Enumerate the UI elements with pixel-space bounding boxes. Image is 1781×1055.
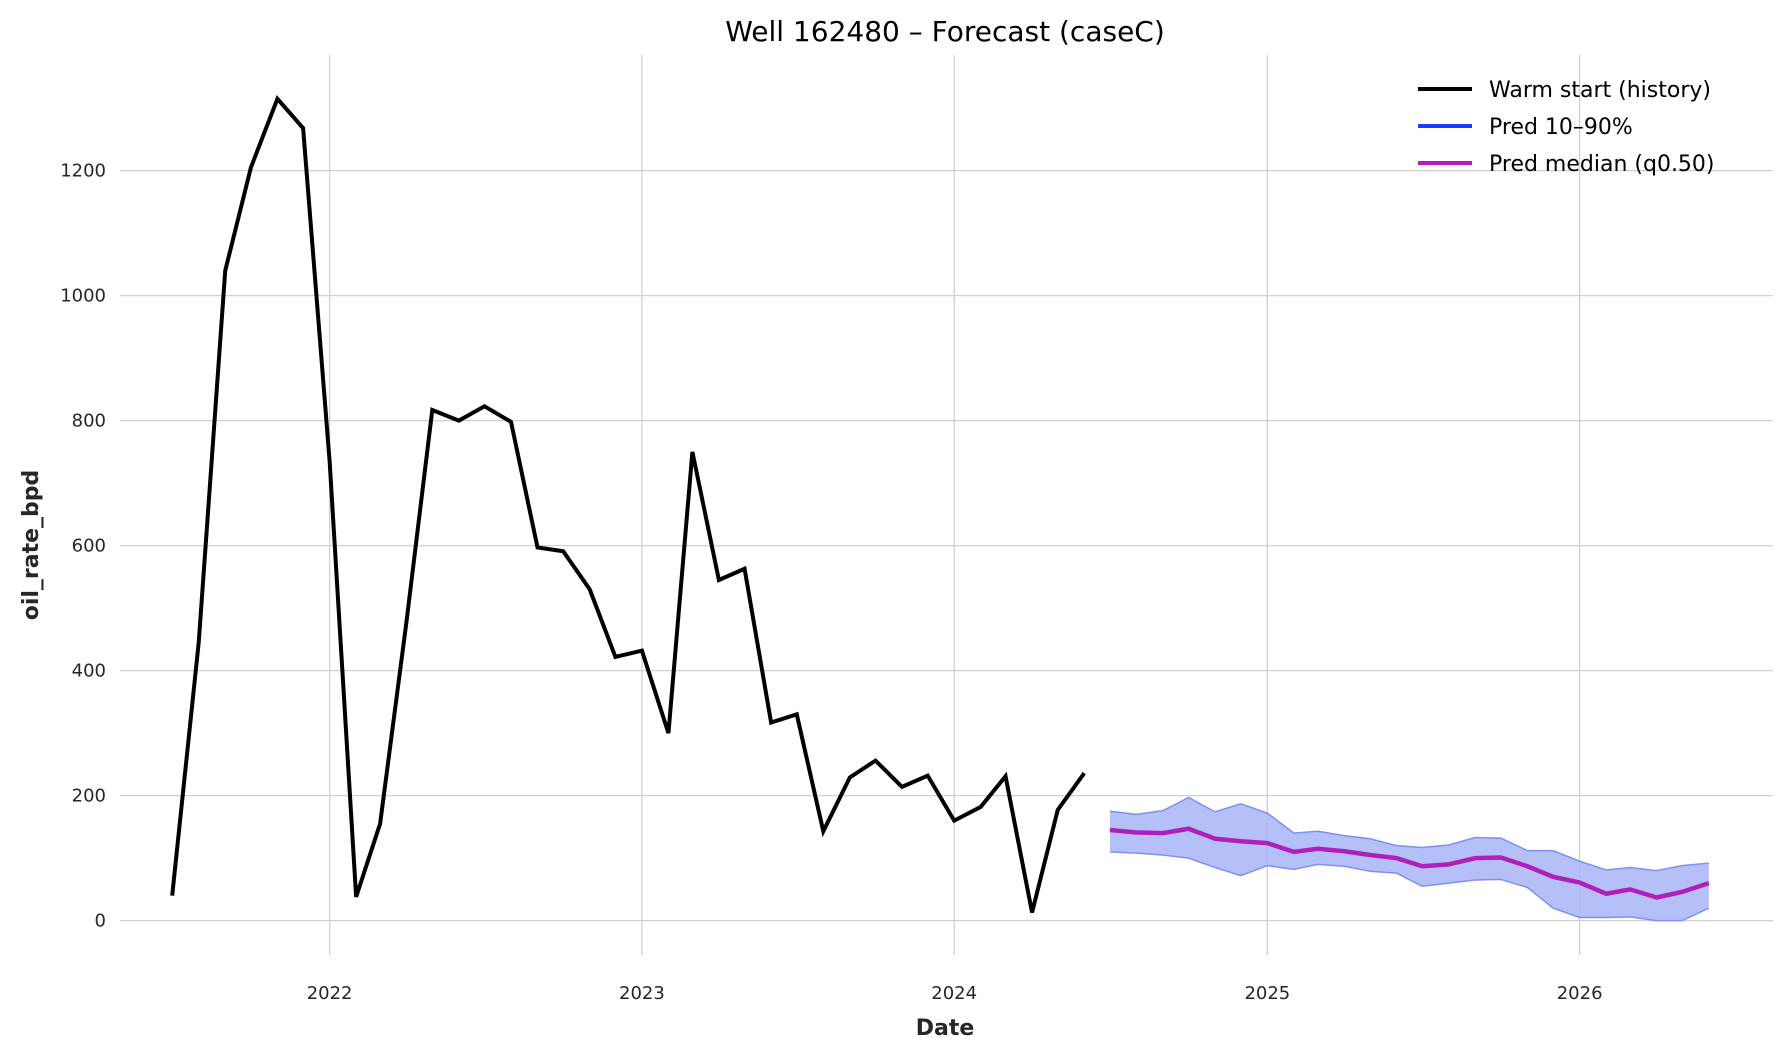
legend: Warm start (history) Pred 10–90% Pred medi…: [1418, 78, 1715, 177]
legend-label: Pred 10–90%: [1489, 115, 1633, 140]
y-tick-label: 600: [72, 536, 106, 557]
y-axis-label: oil_rate_bpd: [19, 470, 44, 621]
y-tick-label: 1200: [60, 161, 106, 182]
x-tick-label: 2026: [1557, 983, 1603, 1004]
y-axis-ticks: 0 200 400 600 800 1000 1200: [60, 161, 106, 932]
legend-label: Warm start (history): [1489, 78, 1711, 103]
legend-label: Pred median (q0.50): [1489, 152, 1715, 177]
prediction-band-area: [1109, 797, 1709, 921]
x-axis-label: Date: [916, 1016, 975, 1041]
plot-area: [170, 94, 1710, 922]
y-tick-label: 0: [95, 911, 106, 932]
prediction-band-upper-line: [1109, 796, 1709, 872]
x-tick-label: 2024: [931, 983, 977, 1004]
history-line: [170, 94, 1086, 913]
chart-title: Well 162480 – Forecast (caseC): [725, 15, 1165, 48]
prediction-band-lower-line: [1109, 851, 1710, 922]
x-tick-label: 2025: [1244, 983, 1290, 1004]
y-tick-label: 200: [72, 786, 106, 807]
median-line: [1109, 826, 1710, 900]
y-tick-label: 1000: [60, 286, 106, 307]
y-tick-label: 400: [72, 661, 106, 682]
x-tick-label: 2022: [307, 983, 353, 1004]
grid-lines: [120, 55, 1773, 955]
x-axis-ticks: 2022 2023 2024 2025 2026: [307, 983, 1603, 1004]
x-tick-label: 2023: [619, 983, 665, 1004]
y-tick-label: 800: [72, 411, 106, 432]
